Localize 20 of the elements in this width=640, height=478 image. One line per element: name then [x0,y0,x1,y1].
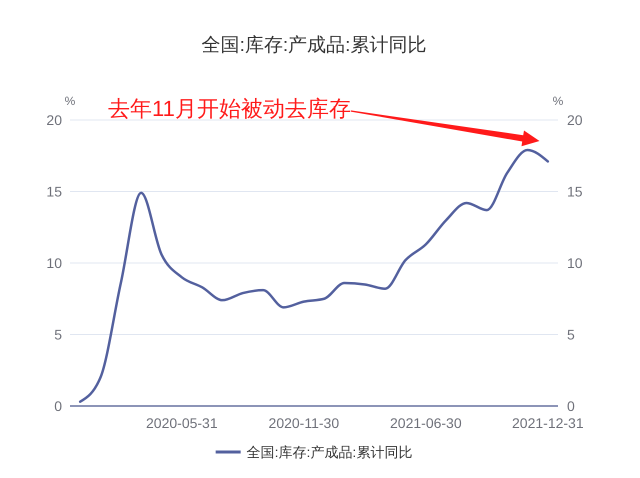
y2-tick-label: 15 [567,184,583,200]
annotation: 去年11月开始被动去库存 [108,96,351,121]
x-tick-label: 2020-11-30 [268,415,340,431]
y2-tick-label: 0 [567,398,575,414]
x-tick-label: 2021-12-31 [512,415,584,431]
y2-axis-title: % [552,94,564,108]
x-tick-label: 2020-05-31 [146,415,218,431]
legend-label: 全国:库存:产成品:累计同比 [246,444,412,460]
y2-tick-label: 10 [567,255,583,271]
y-tick-label: 5 [54,326,62,342]
y-axis-title: % [64,94,76,108]
y2-tick-label: 5 [567,326,575,342]
line-series [78,148,550,403]
y-tick-label: 15 [46,184,62,200]
y-tick-label: 10 [46,255,62,271]
y-tick-label: 20 [46,112,62,128]
y2-tick-label: 20 [567,112,583,128]
chart-title: 全国:库存:产成品:累计同比 [202,34,426,56]
x-tick-label: 2021-06-30 [390,415,462,431]
y-tick-label: 0 [54,398,62,414]
